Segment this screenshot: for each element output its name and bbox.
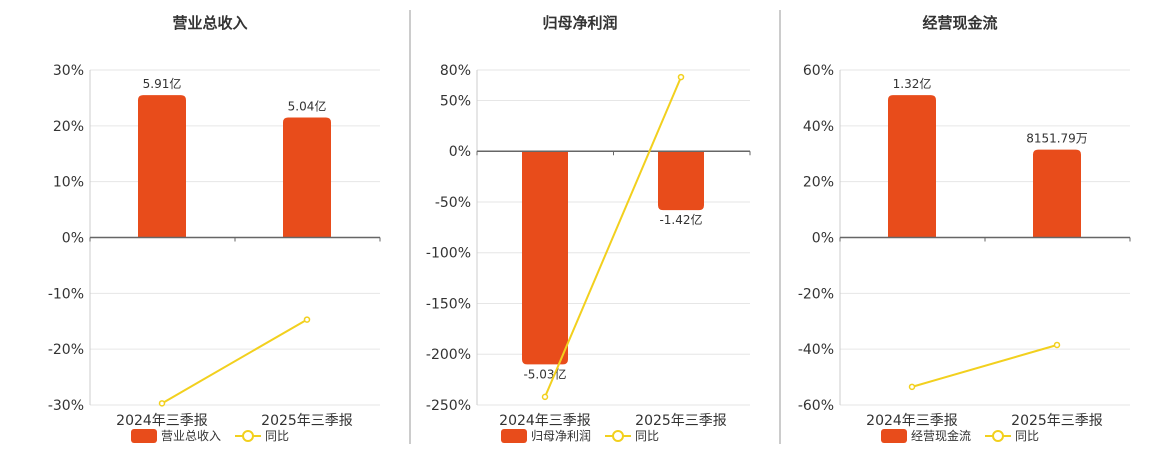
- legend: 归母净利润 同比: [501, 429, 659, 443]
- bar-2[interactable]: [283, 117, 331, 238]
- y-tick-label: -250%: [426, 398, 471, 414]
- legend-line-label[interactable]: 同比: [265, 429, 289, 443]
- yoy-point-1[interactable]: [908, 383, 916, 391]
- y-tick-label: -60%: [798, 398, 834, 414]
- chart-title: 经营现金流: [922, 14, 997, 32]
- bar-2[interactable]: [1033, 149, 1081, 238]
- x-category-label: 2025年三季报: [1011, 413, 1103, 429]
- y-tick-label: 20%: [53, 119, 84, 135]
- legend-bar-label[interactable]: 归母净利润: [531, 429, 591, 443]
- chart-panel-2: 归母净利润 80% 50% 0% -50% -100% -150% -200% -250% -5.…: [426, 14, 751, 443]
- legend-bar-swatch[interactable]: [501, 429, 527, 443]
- x-category-label: 2024年三季报: [866, 413, 958, 429]
- y-tick-label: 0%: [62, 231, 84, 247]
- bar-data-label: 8151.79万: [1026, 132, 1088, 146]
- legend: 经营现金流 同比: [881, 428, 1039, 443]
- bar-data-label: -5.03亿: [523, 366, 566, 381]
- y-tick-label: 10%: [53, 175, 84, 191]
- x-category-label: 2025年三季报: [261, 413, 353, 429]
- legend-bar-label[interactable]: 营业总收入: [161, 429, 221, 443]
- y-tick-label: -20%: [48, 342, 84, 358]
- legend-line-label[interactable]: 同比: [635, 429, 659, 443]
- x-category-label: 2024年三季报: [116, 413, 208, 429]
- chart-title: 营业总收入: [172, 14, 247, 32]
- y-tick-label: 60%: [803, 63, 834, 79]
- y-tick-label: 20%: [803, 175, 834, 191]
- y-tick-label: -200%: [426, 347, 471, 363]
- y-tick-label: 80%: [440, 63, 471, 79]
- legend-line-marker: [612, 430, 624, 442]
- yoy-line: [911, 344, 1058, 388]
- bar-data-label: -1.42亿: [659, 212, 702, 227]
- y-tick-label: 0%: [812, 231, 834, 247]
- yoy-point-2[interactable]: [303, 316, 311, 323]
- legend-line-label[interactable]: 同比: [1015, 429, 1039, 443]
- yoy-line: [544, 76, 682, 398]
- y-tick-label: -50%: [435, 195, 471, 211]
- legend-line-marker: [992, 430, 1004, 442]
- y-tick-label: -20%: [798, 286, 834, 302]
- bar-data-label: 5.91亿: [143, 76, 182, 91]
- legend-bar-swatch[interactable]: [131, 429, 157, 443]
- x-category-label: 2024年三季报: [499, 413, 591, 429]
- bar-2[interactable]: [658, 151, 704, 211]
- bar-1[interactable]: [522, 151, 568, 365]
- bar-1[interactable]: [888, 95, 936, 238]
- y-tick-label: -100%: [426, 246, 471, 262]
- yoy-point-2[interactable]: [677, 73, 685, 81]
- bar-data-label: 1.32亿: [893, 76, 932, 91]
- chart-panel-3: 经营现金流 60% 40% 20% 0% -20% -40% -60% 1.32亿 8151.79…: [798, 14, 1131, 443]
- yoy-point-1[interactable]: [541, 393, 549, 401]
- legend-bar-swatch[interactable]: [881, 429, 907, 443]
- yoy-point-1[interactable]: [158, 400, 166, 407]
- chart-panel-1: 营业总收入 30% 20% 10% 0% -10% -20% -30% 5.91亿 5.04亿 20…: [48, 14, 381, 443]
- bar-1[interactable]: [138, 95, 186, 238]
- y-tick-label: 0%: [449, 144, 471, 160]
- y-tick-label: -40%: [798, 342, 834, 358]
- chart-title: 归母净利润: [542, 14, 617, 32]
- legend: 营业总收入 同比: [131, 429, 289, 443]
- y-tick-label: -30%: [48, 398, 84, 414]
- yoy-line: [161, 318, 308, 405]
- x-category-label: 2025年三季报: [635, 413, 727, 429]
- y-tick-label: 50%: [440, 93, 471, 109]
- legend-line-marker: [242, 430, 254, 442]
- legend-bar-label[interactable]: 经营现金流: [911, 428, 971, 443]
- y-tick-label: 40%: [803, 119, 834, 135]
- y-tick-label: -150%: [426, 296, 471, 312]
- bar-data-label: 5.04亿: [288, 98, 327, 113]
- y-tick-label: 30%: [53, 63, 84, 79]
- y-tick-label: -10%: [48, 286, 84, 302]
- yoy-point-2[interactable]: [1053, 341, 1061, 349]
